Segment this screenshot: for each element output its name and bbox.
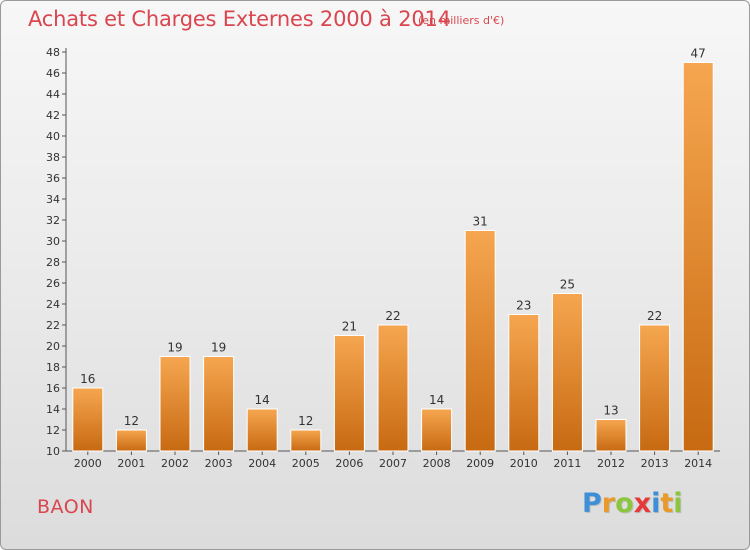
value-label-2008: 14 [429, 393, 444, 407]
y-tick-label: 10 [46, 445, 60, 458]
value-label-2011: 25 [560, 278, 575, 292]
x-tick-label-2003: 2003 [205, 457, 233, 470]
y-tick-label: 46 [46, 67, 60, 80]
x-tick-label-2004: 2004 [248, 457, 276, 470]
value-label-2014: 47 [691, 47, 706, 61]
bar-2004 [246, 408, 278, 452]
y-tick-label: 30 [46, 235, 60, 248]
x-tick-label-2006: 2006 [335, 457, 363, 470]
y-tick-label: 44 [46, 88, 60, 101]
x-tick-label-2013: 2013 [641, 457, 669, 470]
bar-2012 [595, 419, 627, 452]
bar-2010 [508, 314, 540, 452]
bar-2001 [115, 429, 147, 452]
value-label-2006: 21 [342, 320, 357, 334]
y-tick-label: 36 [46, 172, 60, 185]
chart-title: Achats et Charges Externes 2000 à 2014 [28, 7, 451, 31]
y-tick-label: 40 [46, 130, 60, 143]
x-tick-label-2010: 2010 [510, 457, 538, 470]
bar-2011 [551, 293, 583, 452]
y-tick-label: 38 [46, 151, 60, 164]
logo-letter: i [673, 488, 683, 519]
y-tick-label: 22 [46, 319, 60, 332]
logo-letter: x [633, 488, 652, 519]
y-tick-label: 26 [46, 277, 60, 290]
chart-subtitle: (en milliers d'€) [418, 14, 505, 27]
value-label-2012: 13 [603, 404, 618, 418]
x-tick-label-2011: 2011 [553, 457, 581, 470]
y-tick-label: 34 [46, 193, 60, 206]
proxiti-logo: Proxiti [582, 488, 683, 519]
value-label-2001: 12 [124, 414, 139, 428]
x-tick-label-2005: 2005 [292, 457, 320, 470]
y-tick-label: 42 [46, 109, 60, 122]
logo-letter: r [601, 488, 616, 519]
y-tick-label: 16 [46, 382, 60, 395]
y-tick-label: 12 [46, 424, 60, 437]
bar-2009 [464, 230, 496, 452]
value-label-2005: 12 [298, 414, 313, 428]
x-tick-label-2009: 2009 [466, 457, 494, 470]
bar-2000 [72, 387, 104, 452]
x-tick-label-2002: 2002 [161, 457, 189, 470]
bar-2006 [333, 335, 365, 452]
value-label-2007: 22 [385, 309, 400, 323]
bar-2014 [682, 62, 714, 452]
bar-2005 [290, 429, 322, 452]
x-tick-label-2008: 2008 [423, 457, 451, 470]
logo-letter: P [582, 488, 602, 519]
x-tick-label-2014: 2014 [684, 457, 712, 470]
value-label-2000: 16 [80, 372, 95, 386]
x-tick-label-2012: 2012 [597, 457, 625, 470]
value-label-2003: 19 [211, 341, 226, 355]
logo-letter: o [615, 488, 634, 519]
value-label-2013: 22 [647, 309, 662, 323]
logo-letter: t [660, 488, 674, 519]
y-tick-label: 28 [46, 256, 60, 269]
y-tick-label: 20 [46, 340, 60, 353]
value-label-2004: 14 [255, 393, 270, 407]
value-label-2002: 19 [167, 341, 182, 355]
place-name: BAON [37, 496, 94, 518]
x-tick-label-2000: 2000 [74, 457, 102, 470]
y-tick-label: 32 [46, 214, 60, 227]
y-tick-label: 18 [46, 361, 60, 374]
y-tick-label: 14 [46, 403, 60, 416]
x-tick-label-2007: 2007 [379, 457, 407, 470]
bar-2002 [159, 356, 191, 452]
x-tick-label-2001: 2001 [117, 457, 145, 470]
logo-letter: i [651, 488, 661, 519]
y-tick-label: 48 [46, 46, 60, 59]
value-label-2009: 31 [473, 215, 488, 229]
bar-2008 [421, 408, 453, 452]
bar-2013 [639, 324, 671, 452]
bar-2007 [377, 324, 409, 452]
bar-2003 [203, 356, 235, 452]
value-label-2010: 23 [516, 299, 531, 313]
y-tick-label: 24 [46, 298, 60, 311]
